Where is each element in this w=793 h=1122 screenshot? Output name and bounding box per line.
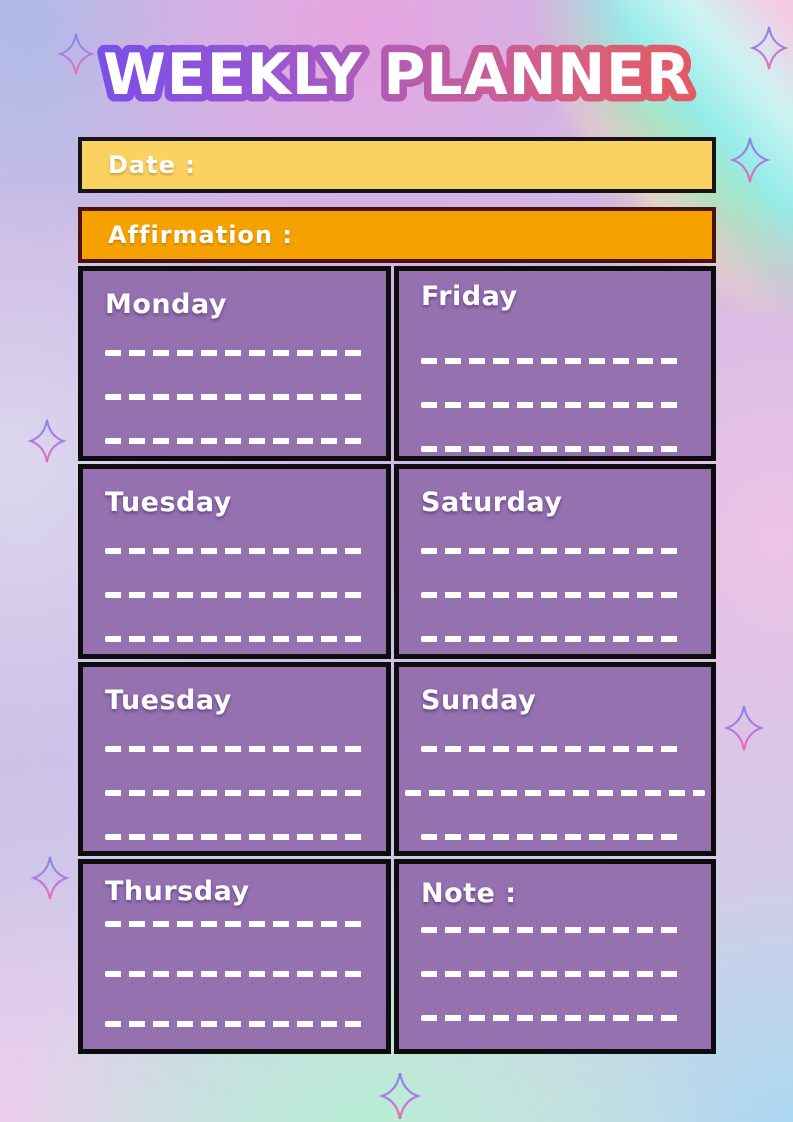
sparkle-icon: [378, 1072, 422, 1120]
writing-line: [405, 789, 705, 796]
page-title: WEEKLY PLANNER: [78, 26, 716, 116]
writing-line: [105, 438, 367, 444]
writing-line: [105, 591, 367, 598]
writing-line: [421, 547, 683, 554]
writing-line: [105, 971, 367, 978]
day-cell-tuesday[interactable]: Tuesday: [78, 463, 391, 659]
writing-line: [105, 635, 367, 642]
writing-line: [105, 547, 367, 554]
day-label: Monday: [105, 289, 227, 320]
writing-line: [421, 1015, 683, 1022]
sparkle-icon: [58, 33, 94, 75]
writing-lines: [105, 547, 367, 642]
writing-lines: [421, 927, 691, 1022]
writing-line: [105, 745, 367, 752]
day-cell-tuesday-2[interactable]: Tuesday: [78, 661, 391, 857]
writing-line: [105, 394, 367, 400]
week-grid: Monday Friday Tuesday Satu: [78, 266, 716, 1054]
sparkle-icon: [27, 419, 67, 463]
sparkle-icon: [724, 705, 764, 751]
writing-lines: [105, 350, 367, 444]
writing-line: [421, 833, 683, 840]
writing-lines: [421, 547, 691, 642]
writing-line: [421, 971, 683, 978]
day-cell-thursday[interactable]: Thursday: [78, 859, 391, 1054]
sparkle-icon: [750, 26, 788, 70]
affirmation-label: Affirmation :: [108, 221, 293, 249]
writing-lines: [405, 745, 705, 840]
affirmation-bar: Affirmation :: [78, 207, 716, 263]
writing-line: [105, 1021, 367, 1028]
day-cell-sunday[interactable]: Sunday: [394, 661, 716, 857]
writing-line: [105, 350, 367, 356]
writing-line: [421, 402, 683, 408]
day-cell-friday[interactable]: Friday: [394, 266, 716, 461]
affirmation-input-area[interactable]: [293, 211, 712, 259]
day-cell-monday[interactable]: Monday: [78, 266, 391, 461]
day-label: Sunday: [421, 684, 537, 716]
writing-line: [421, 635, 683, 642]
sparkle-icon: [30, 856, 70, 900]
sparkle-icon: [729, 137, 771, 183]
writing-line: [421, 446, 683, 452]
writing-line: [421, 745, 683, 752]
writing-line: [421, 591, 683, 598]
writing-lines: [105, 921, 367, 1028]
writing-line: [105, 833, 367, 840]
day-label: Thursday: [105, 876, 250, 908]
writing-line: [105, 921, 367, 928]
page-title-text: WEEKLY PLANNER: [103, 42, 691, 108]
writing-line: [421, 358, 683, 364]
writing-lines: [105, 745, 367, 840]
note-cell[interactable]: Note :: [394, 859, 716, 1054]
date-bar: Date :: [78, 137, 716, 193]
day-label: Tuesday: [105, 486, 232, 518]
note-label: Note :: [421, 878, 517, 910]
day-label: Friday: [421, 281, 518, 312]
date-input-area[interactable]: [196, 141, 712, 189]
date-label: Date :: [108, 151, 196, 179]
day-label: Saturday: [421, 486, 563, 518]
writing-line: [105, 789, 367, 796]
day-cell-saturday[interactable]: Saturday: [394, 463, 716, 659]
writing-lines: [421, 358, 691, 452]
day-label: Tuesday: [105, 684, 232, 716]
writing-line: [421, 927, 683, 934]
